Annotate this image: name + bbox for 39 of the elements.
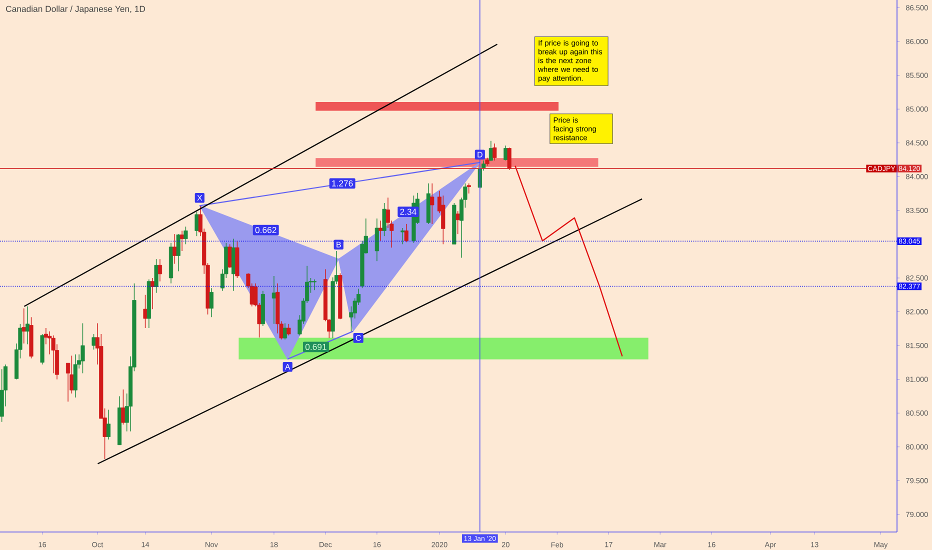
candlestick	[382, 202, 386, 236]
candlestick	[374, 218, 379, 262]
candlestick	[22, 308, 26, 344]
candlestick	[282, 322, 288, 340]
text: Canadian Dollar / Japanese Yen, 1D	[6, 6, 146, 14]
line-series	[514, 165, 623, 357]
candlestick	[209, 288, 214, 318]
candlestick	[184, 226, 188, 245]
candlestick	[404, 224, 408, 243]
candlestick	[430, 183, 434, 224]
candlestick	[378, 220, 383, 242]
candlestick	[312, 278, 316, 291]
candlestick	[26, 306, 30, 345]
candlestick	[466, 183, 471, 194]
annotation: A	[284, 364, 290, 370]
candlestick	[492, 143, 497, 161]
candlestick	[92, 334, 96, 350]
annotation: C	[356, 335, 361, 341]
candlestick	[441, 195, 446, 245]
annotation: B	[336, 242, 341, 248]
candlestick	[143, 294, 148, 328]
annotation: D	[478, 152, 482, 158]
candlestick	[400, 228, 405, 245]
candlestick	[106, 409, 111, 440]
candlestick	[158, 258, 162, 282]
annotation: X	[197, 195, 202, 201]
annotation: 0.691	[305, 344, 326, 350]
candlestick	[228, 244, 232, 268]
candlestick	[286, 324, 291, 336]
candlestick	[507, 147, 512, 170]
candlestick	[456, 210, 460, 234]
candlestick	[194, 211, 199, 236]
candlestick	[488, 140, 493, 162]
annotation: 1.276	[332, 180, 353, 186]
candlestick	[176, 234, 180, 272]
candlestick	[80, 322, 85, 374]
annotation: 2.34	[400, 208, 416, 215]
annotation: 0.662	[255, 226, 276, 234]
candlestick	[154, 258, 158, 294]
